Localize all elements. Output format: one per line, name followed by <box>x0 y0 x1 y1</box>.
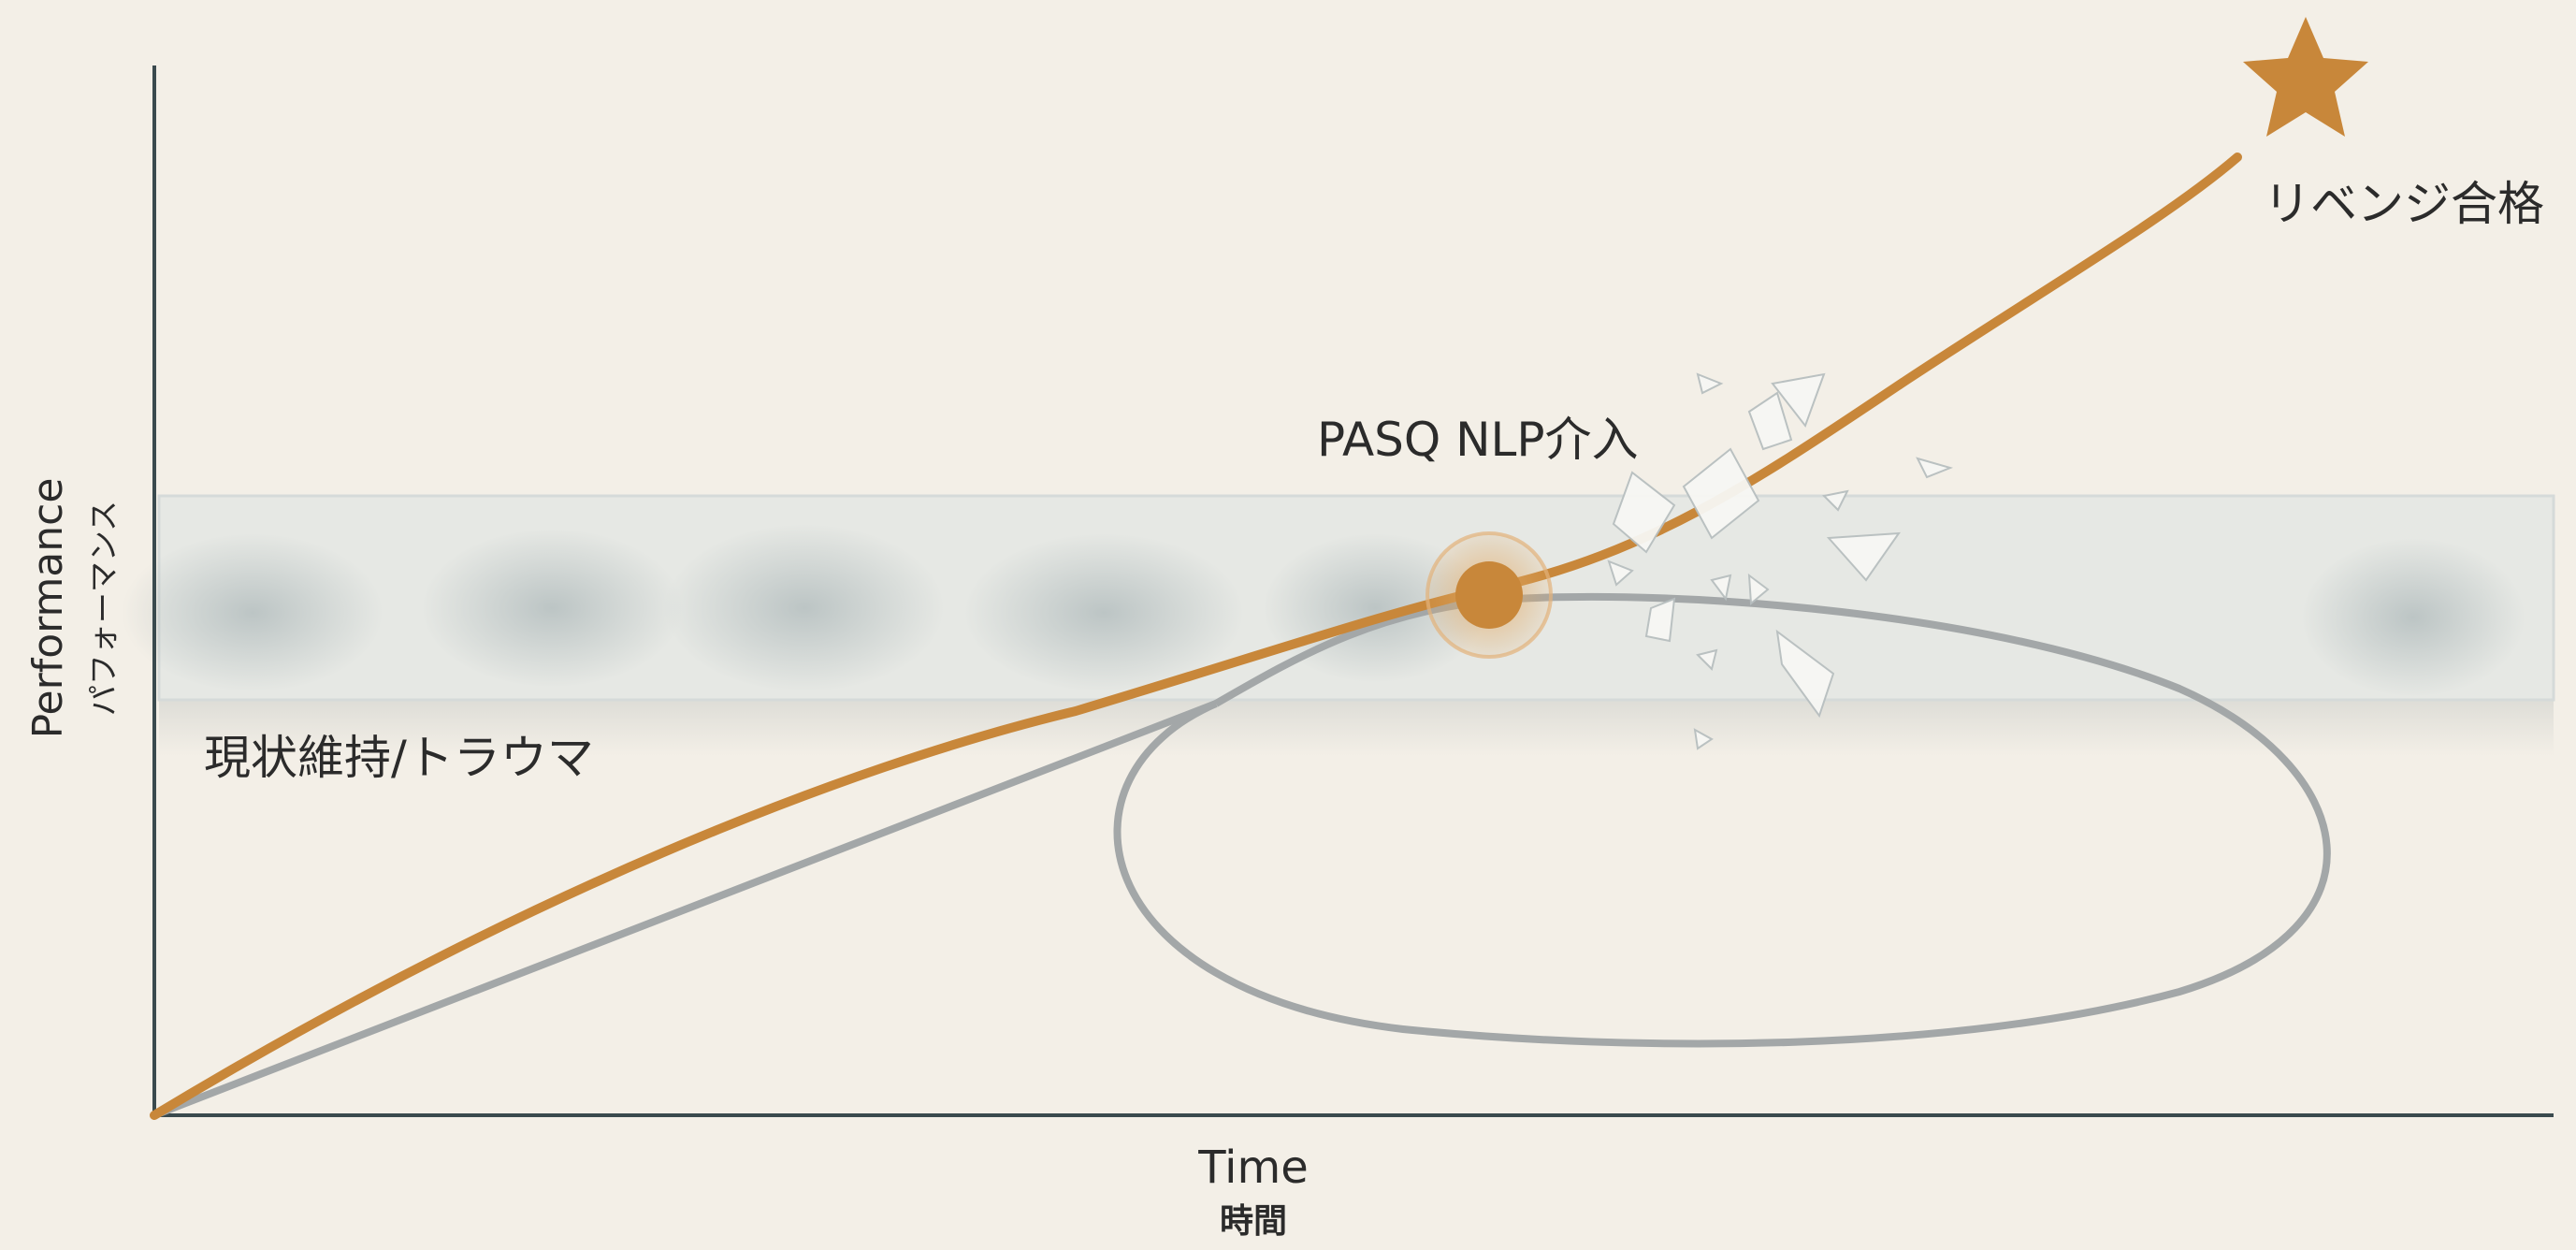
goal-label: リベンジ合格 <box>2264 176 2544 232</box>
x-axis-subtitle: 時間 <box>1160 1201 1347 1243</box>
intervention-label: PASQ NLP介入 <box>1317 412 1639 468</box>
x-axis-title: Time <box>1113 1141 1394 1194</box>
star-icon <box>2243 17 2368 137</box>
y-axis-subtitle: パフォーマンス <box>0 580 290 636</box>
plateau-label: 現状維持/トラウマ <box>204 730 594 786</box>
circle-marker-icon <box>1427 533 1551 657</box>
